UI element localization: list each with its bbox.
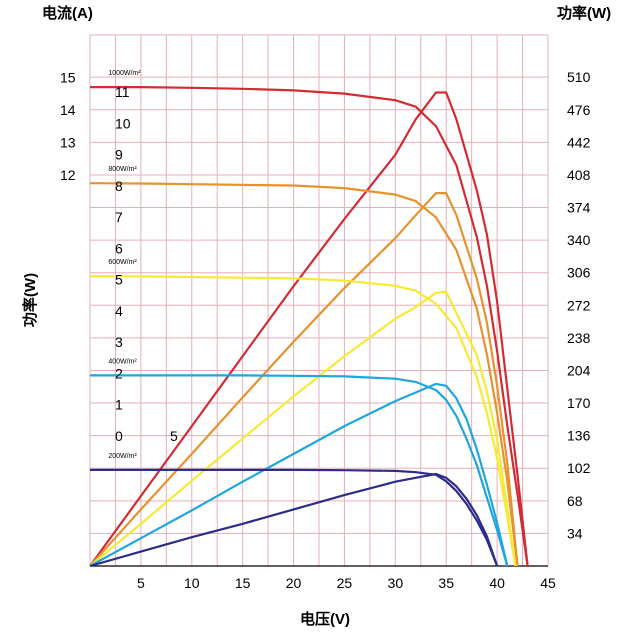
power-tick-label: 374 (567, 200, 591, 216)
power-tick-label: 34 (567, 525, 583, 541)
irradiance-label: 800W/m² (108, 166, 137, 173)
current-curve (89, 275, 517, 567)
current-curve (90, 468, 499, 567)
power-axis-title-right: 功率(W) (557, 4, 611, 22)
x-tick-label: 25 (337, 575, 353, 591)
power-tick-label: 238 (567, 330, 591, 346)
x-tick-label: 40 (489, 575, 505, 591)
current-curve (90, 374, 509, 567)
power-tick-label: 442 (567, 134, 591, 150)
current-curve (89, 182, 519, 567)
current-tick-label-inner: 8 (115, 178, 123, 194)
curves (89, 86, 529, 568)
power-tick-label: 476 (567, 102, 591, 118)
power-tick-label: 510 (567, 69, 591, 85)
current-tick-label-inner: 2 (115, 365, 123, 381)
power-tick-label: 340 (567, 232, 591, 248)
current-tick-label-inner: 1 (115, 397, 123, 413)
current-tick-label-inner: 6 (115, 240, 123, 256)
current-tick-label-inner: 3 (115, 334, 123, 350)
power-tick-label: 408 (567, 167, 591, 183)
power-tick-label: 102 (567, 460, 591, 476)
x-tick-label: 20 (286, 575, 302, 591)
current-tick-label-inner: 10 (115, 115, 131, 131)
irradiance-label: 200W/m² (108, 453, 137, 460)
irradiance-label: 400W/m² (108, 358, 137, 365)
current-tick-label-inner: 0 (115, 428, 123, 444)
current-tick-label: 15 (60, 69, 76, 85)
x-tick-label: 35 (438, 575, 454, 591)
power-curve (89, 382, 509, 567)
stray-tick-label: 5 (170, 428, 178, 444)
current-tick-label-inner: 11 (115, 84, 130, 100)
power-tick-label: 170 (567, 395, 591, 411)
current-tick-label-inner: 9 (115, 147, 123, 163)
grid (89, 34, 549, 567)
voltage-axis-title: 电压(V) (300, 610, 350, 628)
irradiance-label: 600W/m² (108, 259, 137, 266)
irradiance-label: 1000W/m² (108, 70, 141, 77)
current-tick-label-inner: 5 (115, 272, 123, 288)
power-curve (89, 472, 499, 568)
current-tick-label: 12 (60, 167, 76, 183)
power-tick-label: 68 (567, 493, 583, 509)
x-tick-label: 10 (184, 575, 200, 591)
current-curve (90, 86, 529, 567)
current-tick-label: 14 (60, 102, 76, 118)
current-tick-label-inner: 7 (115, 209, 123, 225)
current-tick-label-inner: 4 (115, 303, 123, 319)
x-tick-label: 45 (540, 575, 556, 591)
x-tick-label: 5 (137, 575, 145, 591)
power-tick-label: 272 (567, 297, 591, 313)
power-curve (89, 192, 519, 567)
x-tick-label: 15 (235, 575, 251, 591)
power-tick-label: 136 (567, 428, 591, 444)
current-tick-label: 13 (60, 135, 76, 151)
power-curve (89, 91, 529, 567)
current-axis-title: 电流(A) (42, 4, 93, 22)
power-tick-label: 306 (567, 265, 591, 281)
power-curve (89, 290, 517, 567)
power-tick-label: 204 (567, 362, 591, 378)
power-axis-title-left: 功率(W) (21, 273, 39, 327)
x-tick-label: 30 (388, 575, 404, 591)
